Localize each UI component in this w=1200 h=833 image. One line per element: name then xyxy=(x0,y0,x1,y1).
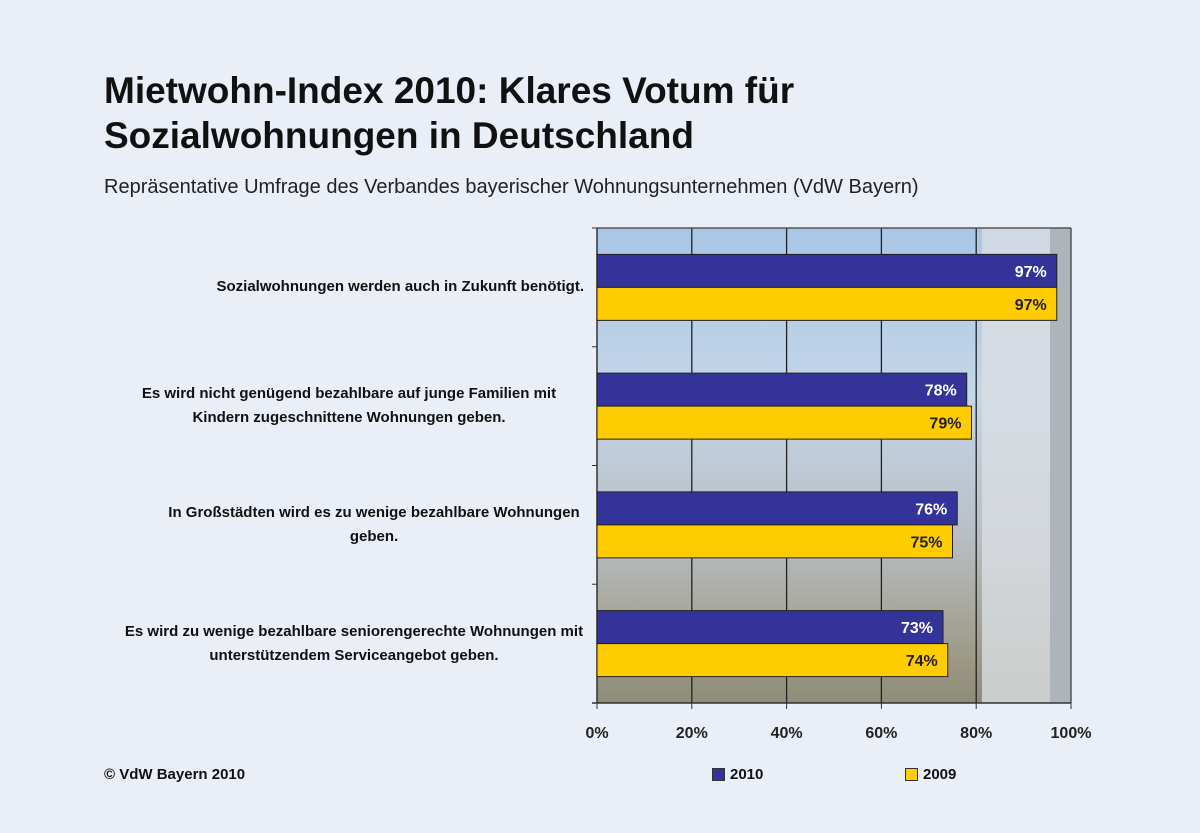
data-label-2009: 75% xyxy=(910,534,942,551)
bar-2010 xyxy=(596,372,968,407)
data-label-2010: 73% xyxy=(901,620,933,637)
category-label: Es wird zu wenige bezahlbare seniorenger… xyxy=(124,622,584,664)
data-label-2010: 78% xyxy=(925,383,957,400)
legend-label-2009: 2009 xyxy=(923,766,957,783)
chart-title: Mietwohn-Index 2010: Klares Votum für Soz… xyxy=(104,68,794,158)
x-tick-label: 40% xyxy=(771,725,803,742)
x-tick-label: 20% xyxy=(676,725,708,742)
x-tick-label: 100% xyxy=(1051,725,1092,742)
category-label: In Großstädten wird es zu wenige bezahlb… xyxy=(168,503,580,545)
title-line-2: Sozialwohnungen in Deutschland xyxy=(104,115,694,156)
bar-2010 xyxy=(596,610,944,645)
title-line-1: Mietwohn-Index 2010: Klares Votum für xyxy=(104,70,795,111)
copyright: © VdW Bayern 2010 xyxy=(104,766,246,783)
chart-subtitle: Repräsentative Umfrage des Verbandes bay… xyxy=(104,176,919,198)
bar-2010 xyxy=(596,253,1058,288)
legend-item-2009: 2009 xyxy=(905,766,956,783)
bar-2009 xyxy=(596,643,949,678)
x-tick-label: 80% xyxy=(960,725,992,742)
building-edge xyxy=(1050,228,1071,703)
data-label-2009: 97% xyxy=(1015,297,1047,314)
legend-item-2010: 2010 xyxy=(712,766,763,783)
data-label-2010: 76% xyxy=(915,501,947,518)
bar-2009 xyxy=(596,405,972,440)
data-label-2009: 74% xyxy=(906,653,938,670)
data-label-2009: 79% xyxy=(929,416,961,433)
data-label-2010: 97% xyxy=(1015,264,1047,281)
category-label: Es wird nicht genügend bezahlbare auf ju… xyxy=(141,385,557,427)
x-tick-label: 0% xyxy=(585,725,608,742)
bar-2009 xyxy=(596,286,1058,321)
bar-2010 xyxy=(596,491,958,526)
legend-label-2010: 2010 xyxy=(730,766,764,783)
bar-2009 xyxy=(596,524,953,559)
legend-swatch-2009 xyxy=(905,768,918,781)
category-label: Sozialwohnungen werden auch in Zukunft b… xyxy=(216,278,585,296)
legend-swatch-2010 xyxy=(712,768,725,781)
x-tick-label: 60% xyxy=(865,725,897,742)
